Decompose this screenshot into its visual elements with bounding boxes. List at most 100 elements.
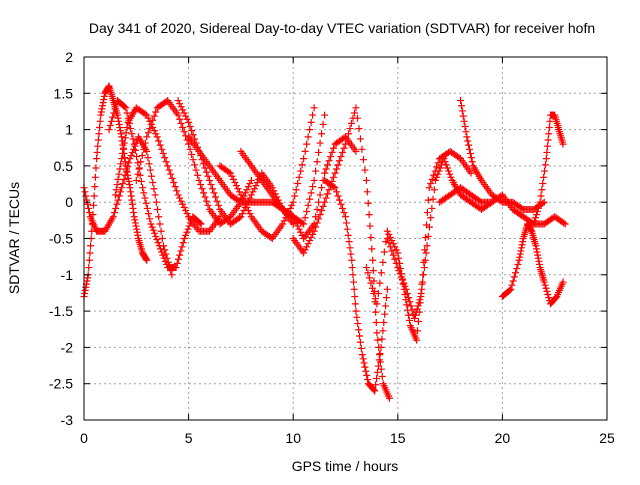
data-point [161, 154, 169, 162]
data-point [155, 213, 163, 221]
data-point [460, 117, 468, 125]
data-point [350, 109, 358, 117]
data-point [411, 311, 419, 319]
data-point [158, 248, 166, 256]
data-point [421, 256, 429, 264]
data-point [122, 167, 130, 175]
data-point [250, 185, 258, 193]
data-point [442, 161, 450, 169]
data-point [237, 213, 245, 221]
data-point [152, 108, 160, 116]
data-point [543, 148, 551, 156]
data-point [383, 235, 391, 242]
data-point [445, 167, 453, 175]
data-point [178, 243, 186, 251]
data-point [340, 144, 348, 152]
data-point [371, 295, 379, 303]
data-point [170, 178, 178, 186]
data-point [150, 185, 158, 193]
data-point [336, 196, 344, 204]
data-point [358, 145, 366, 153]
data-point [336, 157, 344, 165]
series-arc15 [457, 97, 548, 213]
data-point [373, 375, 381, 383]
data-point [542, 155, 550, 163]
data-point [173, 187, 181, 195]
data-point [360, 359, 368, 367]
data-point [182, 112, 190, 120]
data-point [129, 135, 137, 143]
data-point [545, 294, 553, 302]
data-point [197, 181, 205, 189]
data-point [327, 153, 335, 161]
data-point [541, 281, 549, 289]
data-point [134, 159, 142, 167]
data-point [132, 176, 140, 184]
data-point [545, 130, 553, 138]
data-point [397, 273, 405, 281]
data-point [376, 279, 384, 287]
data-point [369, 256, 377, 264]
data-point [152, 130, 160, 138]
data-point [424, 196, 432, 204]
data-point [300, 155, 308, 163]
data-point [138, 152, 146, 160]
data-point [90, 192, 98, 200]
x-tick-label: 10 [285, 430, 301, 446]
data-point [162, 98, 170, 106]
series-arc16 [498, 220, 567, 308]
data-point [298, 219, 306, 227]
data-point [180, 128, 188, 136]
data-point [159, 149, 167, 157]
data-point [342, 213, 349, 221]
data-point [176, 100, 184, 108]
data-point [358, 351, 366, 359]
data-point [467, 169, 475, 177]
data-point [512, 269, 520, 277]
data-point [455, 154, 463, 162]
data-point [347, 250, 355, 258]
data-point [362, 176, 370, 184]
data-point [313, 205, 321, 213]
data-point [154, 239, 162, 247]
data-point [367, 279, 375, 287]
data-point [304, 240, 312, 248]
data-point [226, 169, 234, 177]
data-point [183, 210, 191, 218]
data-point [148, 172, 156, 180]
data-point [246, 210, 254, 218]
data-point [174, 111, 182, 119]
data-point [185, 140, 193, 148]
data-point [537, 192, 545, 200]
series-arc14 [436, 184, 569, 228]
data-point [509, 277, 517, 285]
data-point [465, 141, 473, 149]
data-point [334, 192, 342, 200]
data-point [249, 188, 257, 196]
data-point [434, 170, 442, 178]
data-point [201, 164, 209, 172]
data-point [331, 169, 339, 177]
data-point [247, 191, 255, 199]
data-point [189, 131, 197, 139]
data-point [351, 300, 359, 308]
data-point [172, 264, 180, 272]
data-point [377, 365, 385, 373]
x-axis-label: GPS time / hours [292, 458, 399, 474]
y-tick-label: -2 [61, 339, 74, 355]
data-point [86, 249, 94, 257]
data-point [367, 233, 375, 241]
data-point [141, 194, 149, 202]
data-point [539, 180, 547, 188]
data-point [378, 335, 386, 343]
data-point [415, 299, 423, 307]
data-point [297, 228, 305, 236]
data-point [140, 145, 148, 153]
data-point [143, 256, 151, 264]
data-point [201, 193, 209, 201]
data-point [428, 204, 436, 212]
data-point [513, 265, 521, 273]
data-point [106, 121, 114, 129]
data-point [158, 235, 166, 242]
data-point [301, 214, 309, 222]
